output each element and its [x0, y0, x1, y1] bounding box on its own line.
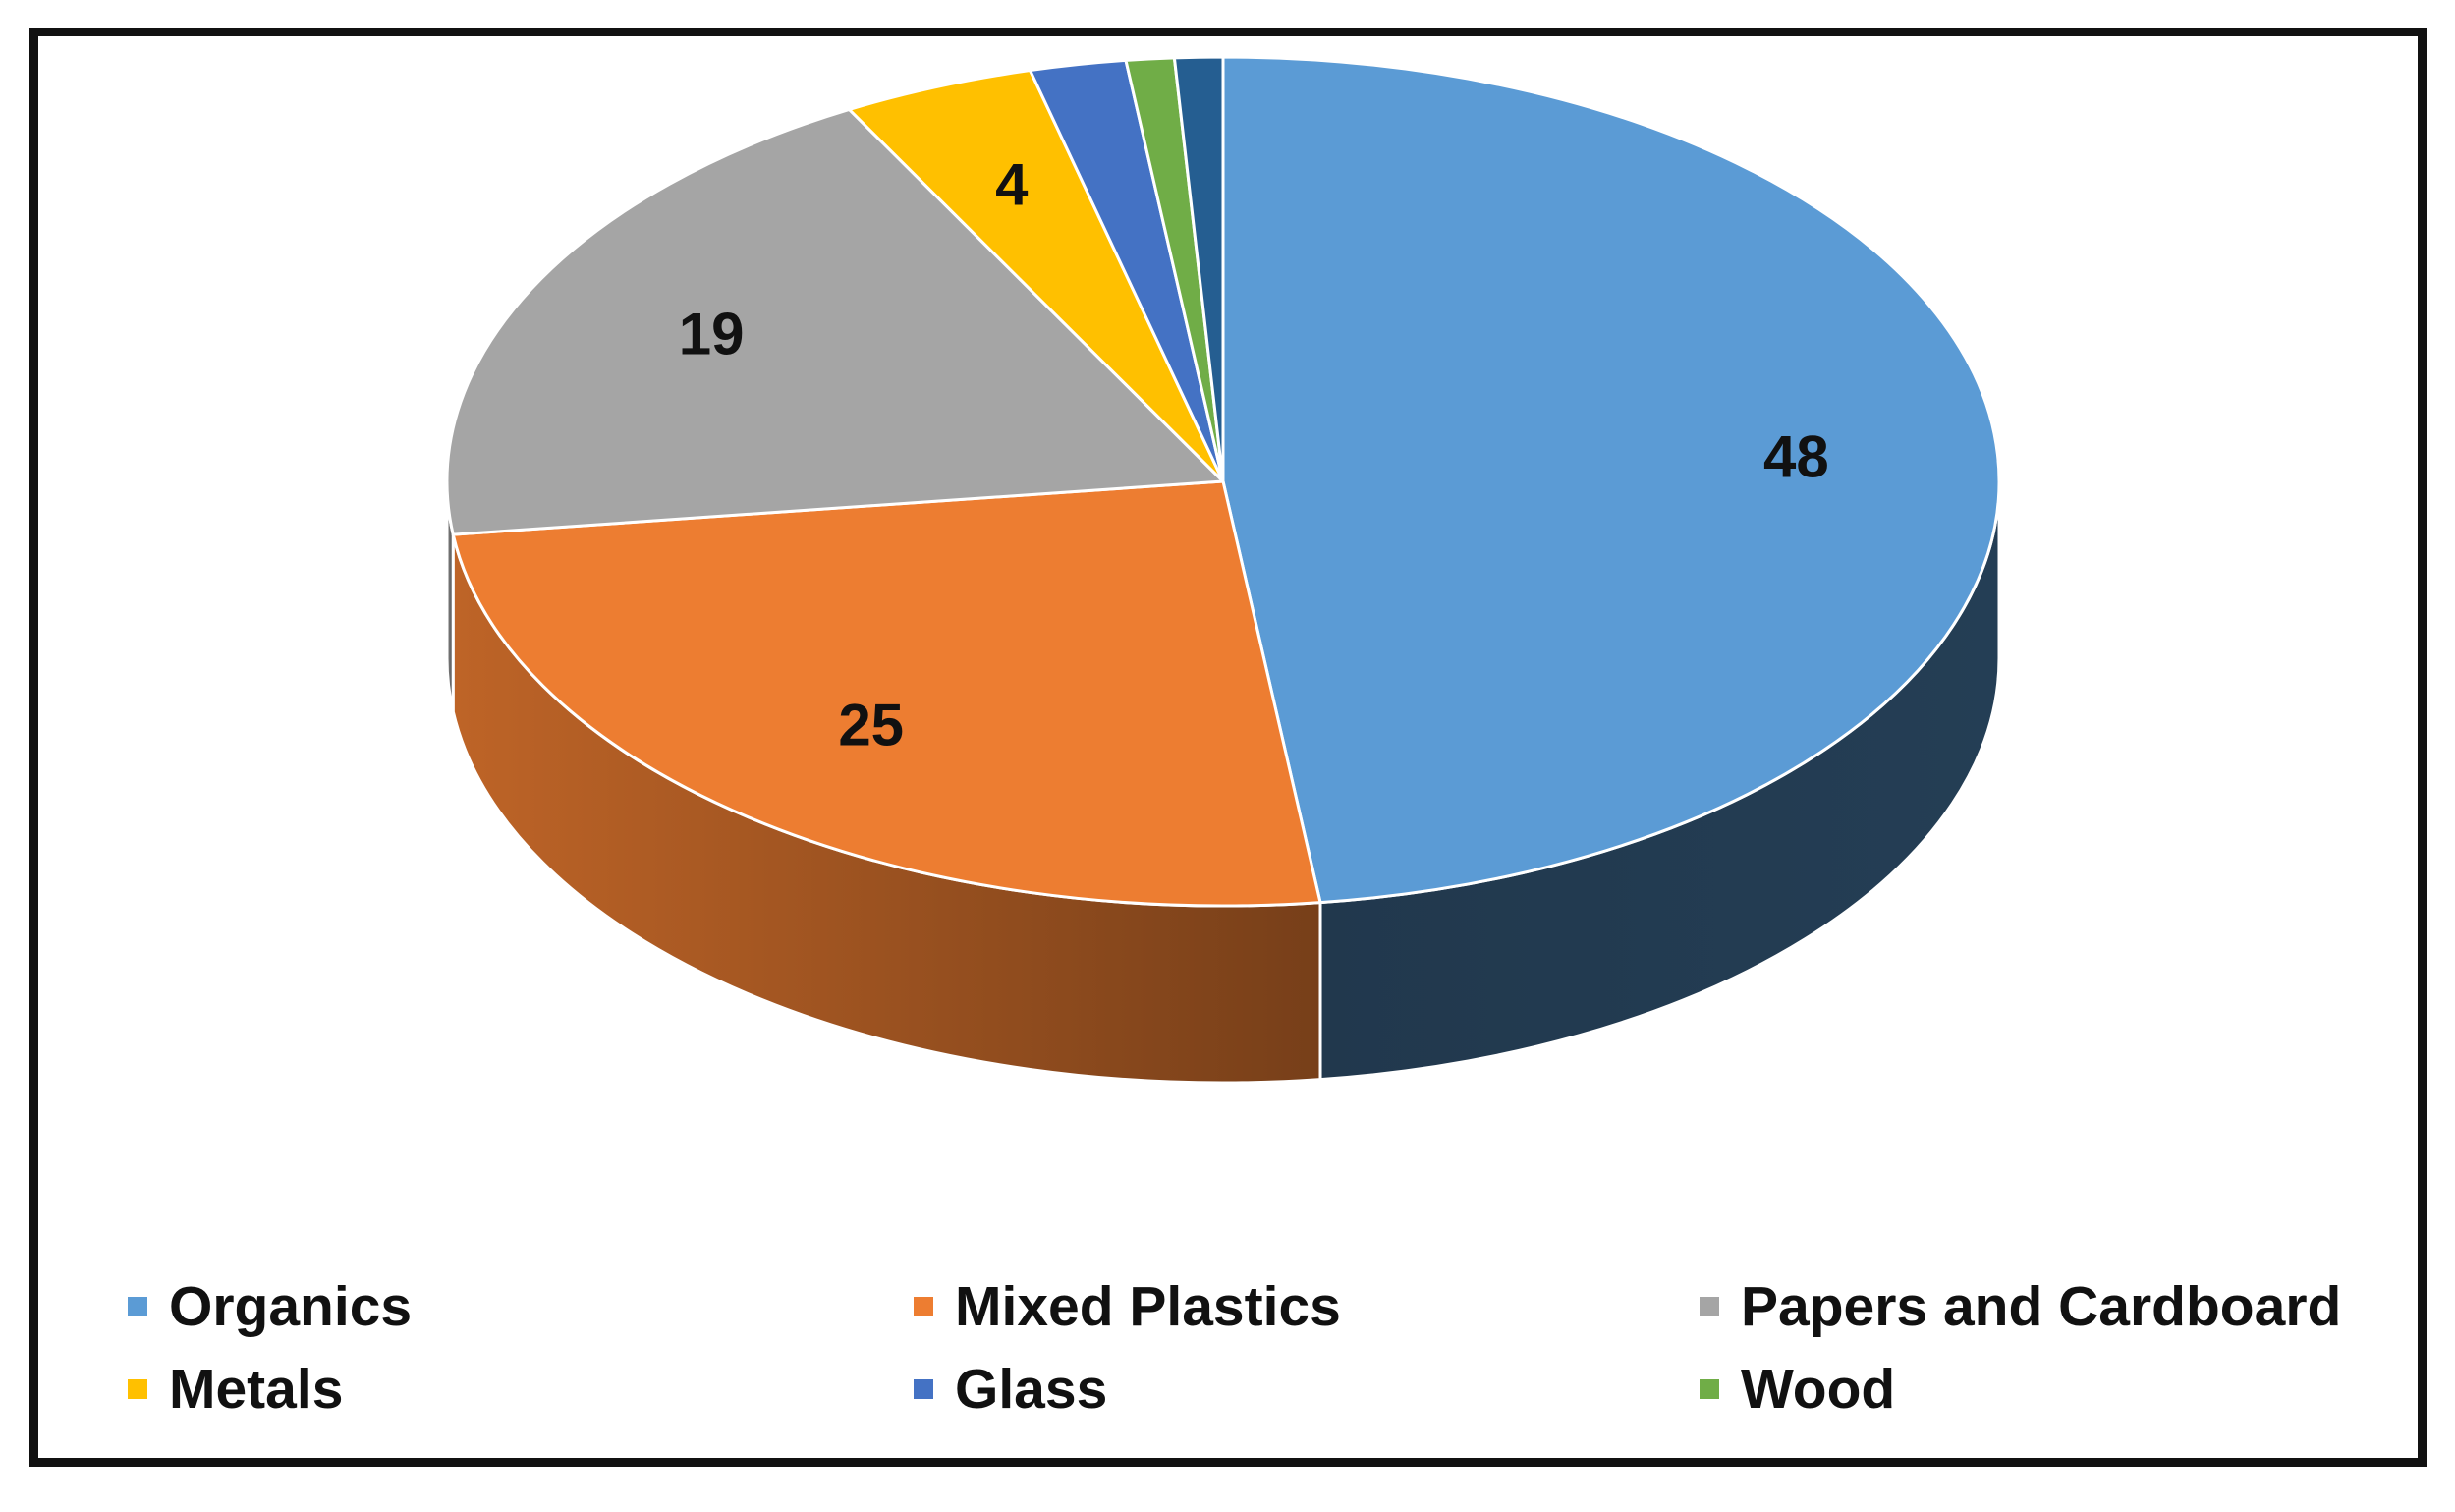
- legend-label: Wood: [1741, 1358, 1896, 1421]
- legend-swatch: [914, 1297, 933, 1316]
- legend-item-mixed-plastics: Mixed Plastics: [914, 1267, 1341, 1346]
- legend-item-papers-and-cardboard: Papers and Cardboard: [1700, 1267, 2341, 1346]
- legend-item-glass: Glass: [914, 1350, 1107, 1428]
- legend-item-metals: Metals: [128, 1350, 343, 1428]
- data-label-layer: 4825194211: [679, 152, 1829, 758]
- data-label-organics: 48: [1763, 424, 1829, 490]
- legend-label: Papers and Cardboard: [1741, 1275, 2342, 1338]
- pie-top-layer: [445, 55, 2001, 908]
- pie-slice-mixed-plastics: [451, 479, 1322, 908]
- legend-swatch: [914, 1379, 933, 1399]
- pie-slice-metals: [847, 69, 1225, 483]
- legend-label: Metals: [169, 1358, 344, 1421]
- data-label-mixed-plastics: 25: [838, 692, 904, 757]
- legend-swatch: [128, 1297, 147, 1316]
- data-label-papers-and-cardboard: 19: [679, 302, 745, 367]
- legend-swatch: [1700, 1297, 1719, 1316]
- legend-label: Mixed Plastics: [955, 1275, 1341, 1338]
- pie-slice-other: [1172, 55, 1225, 483]
- legend-swatch: [1700, 1379, 1719, 1399]
- pie-slice-organics: [1221, 55, 2001, 905]
- legend-label: Glass: [955, 1358, 1108, 1421]
- legend-item-organics: Organics: [128, 1267, 412, 1346]
- data-label-metals: 4: [995, 152, 1029, 218]
- legend-label: Organics: [169, 1275, 413, 1338]
- legend-item-wood: Wood: [1700, 1350, 1895, 1428]
- legend: Organics Mixed Plastics Papers and Cardboa…: [128, 1267, 2417, 1444]
- pie-slice-papers-and-cardboard: [445, 107, 1225, 536]
- legend-swatch: [128, 1379, 147, 1399]
